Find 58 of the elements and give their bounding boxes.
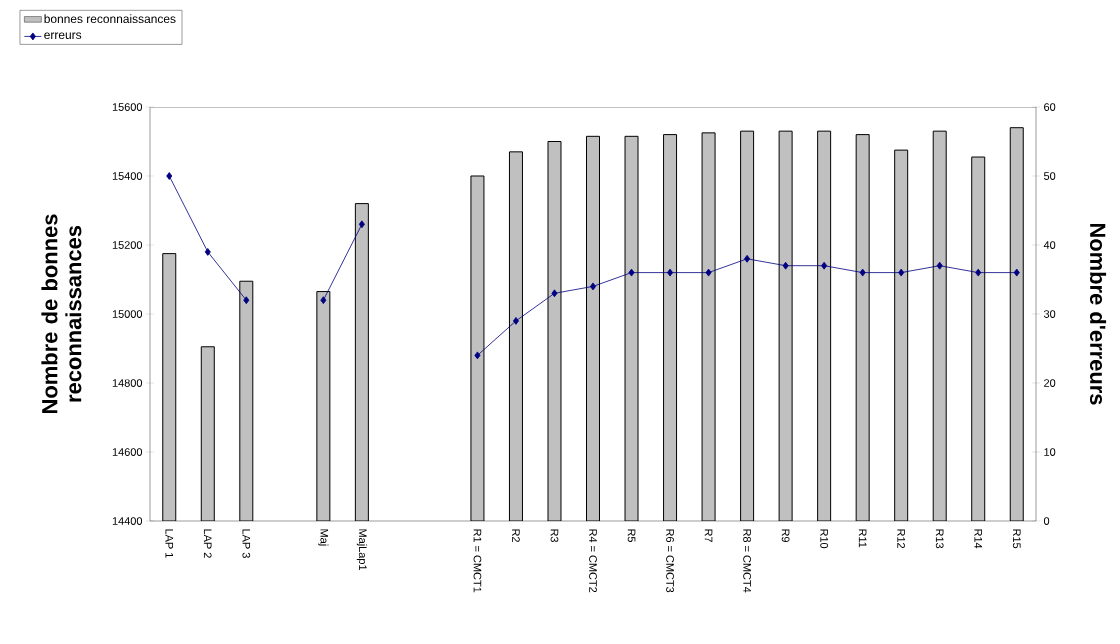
y-tick-label: 14400 xyxy=(112,517,143,525)
y-tick-label: 15200 xyxy=(112,241,143,249)
x-tick-label: R2 xyxy=(512,529,520,542)
point xyxy=(782,261,789,270)
y-axis-title: Nombre de bonnes reconnaissances xyxy=(41,214,82,413)
point xyxy=(975,268,982,277)
x-tick-label: R9 xyxy=(781,529,790,543)
y2-tick-label: 60 xyxy=(1044,103,1056,111)
x-tick-label: R6 = CMCT3 xyxy=(666,529,674,593)
y2-tick-label: 20 xyxy=(1044,379,1056,387)
point xyxy=(320,296,327,305)
y2-tick-label: 10 xyxy=(1044,448,1056,456)
x-tick-label: R15 xyxy=(1012,529,1021,549)
point xyxy=(936,261,943,270)
y2-tick-label: 30 xyxy=(1043,310,1056,318)
point xyxy=(474,351,481,360)
y-tick-label: 15400 xyxy=(112,172,143,180)
x-tick-label: R3 xyxy=(550,529,559,543)
y2-tick-label: 0 xyxy=(1043,517,1050,525)
x-tick-label: R12 xyxy=(897,529,905,549)
x-tick-label: R13 xyxy=(935,529,944,549)
x-tick-label: R4 = CMCT2 xyxy=(589,529,597,593)
point xyxy=(243,296,250,305)
y-tick-label: 15600 xyxy=(112,103,143,111)
point xyxy=(551,289,558,298)
x-tick-label: R1 = CMCT1 xyxy=(473,529,482,593)
point xyxy=(667,268,674,277)
point xyxy=(358,220,365,229)
point xyxy=(1013,268,1020,277)
point xyxy=(898,268,905,277)
y2-tick-label: 40 xyxy=(1043,241,1056,249)
x-tick-label: LAP 1 xyxy=(165,529,174,558)
point xyxy=(859,268,866,277)
x-tick-label: R11 xyxy=(858,529,867,548)
point xyxy=(166,172,173,180)
x-tick-label: LAP 2 xyxy=(203,529,212,558)
x-tick-label: Maj xyxy=(318,529,329,546)
x-tick-label: LAP 3 xyxy=(242,529,251,558)
legend-label: erreurs xyxy=(44,32,82,39)
point xyxy=(705,268,712,277)
point xyxy=(512,317,519,325)
y-tick-label: 15000 xyxy=(112,310,143,318)
point xyxy=(821,261,828,270)
y2-axis-title: Nombre d'erreurs xyxy=(1089,223,1107,405)
y-tick-label: 14800 xyxy=(112,379,143,387)
point xyxy=(589,282,597,291)
x-tick-label: R14 xyxy=(974,529,982,549)
legend-label: bonnes reconnaissances xyxy=(44,14,176,24)
point xyxy=(628,268,635,277)
x-tick-label: R8 = CMCT4 xyxy=(743,529,751,593)
y-tick-label: 14600 xyxy=(112,448,143,456)
y2-tick-label: 50 xyxy=(1043,172,1056,180)
x-tick-label: R5 xyxy=(627,529,636,543)
x-tick-label: MajLap1 xyxy=(356,529,367,571)
x-tick-label: R7 xyxy=(704,529,713,542)
point xyxy=(204,248,211,256)
x-tick-label: R10 xyxy=(820,529,829,549)
point xyxy=(744,254,751,263)
